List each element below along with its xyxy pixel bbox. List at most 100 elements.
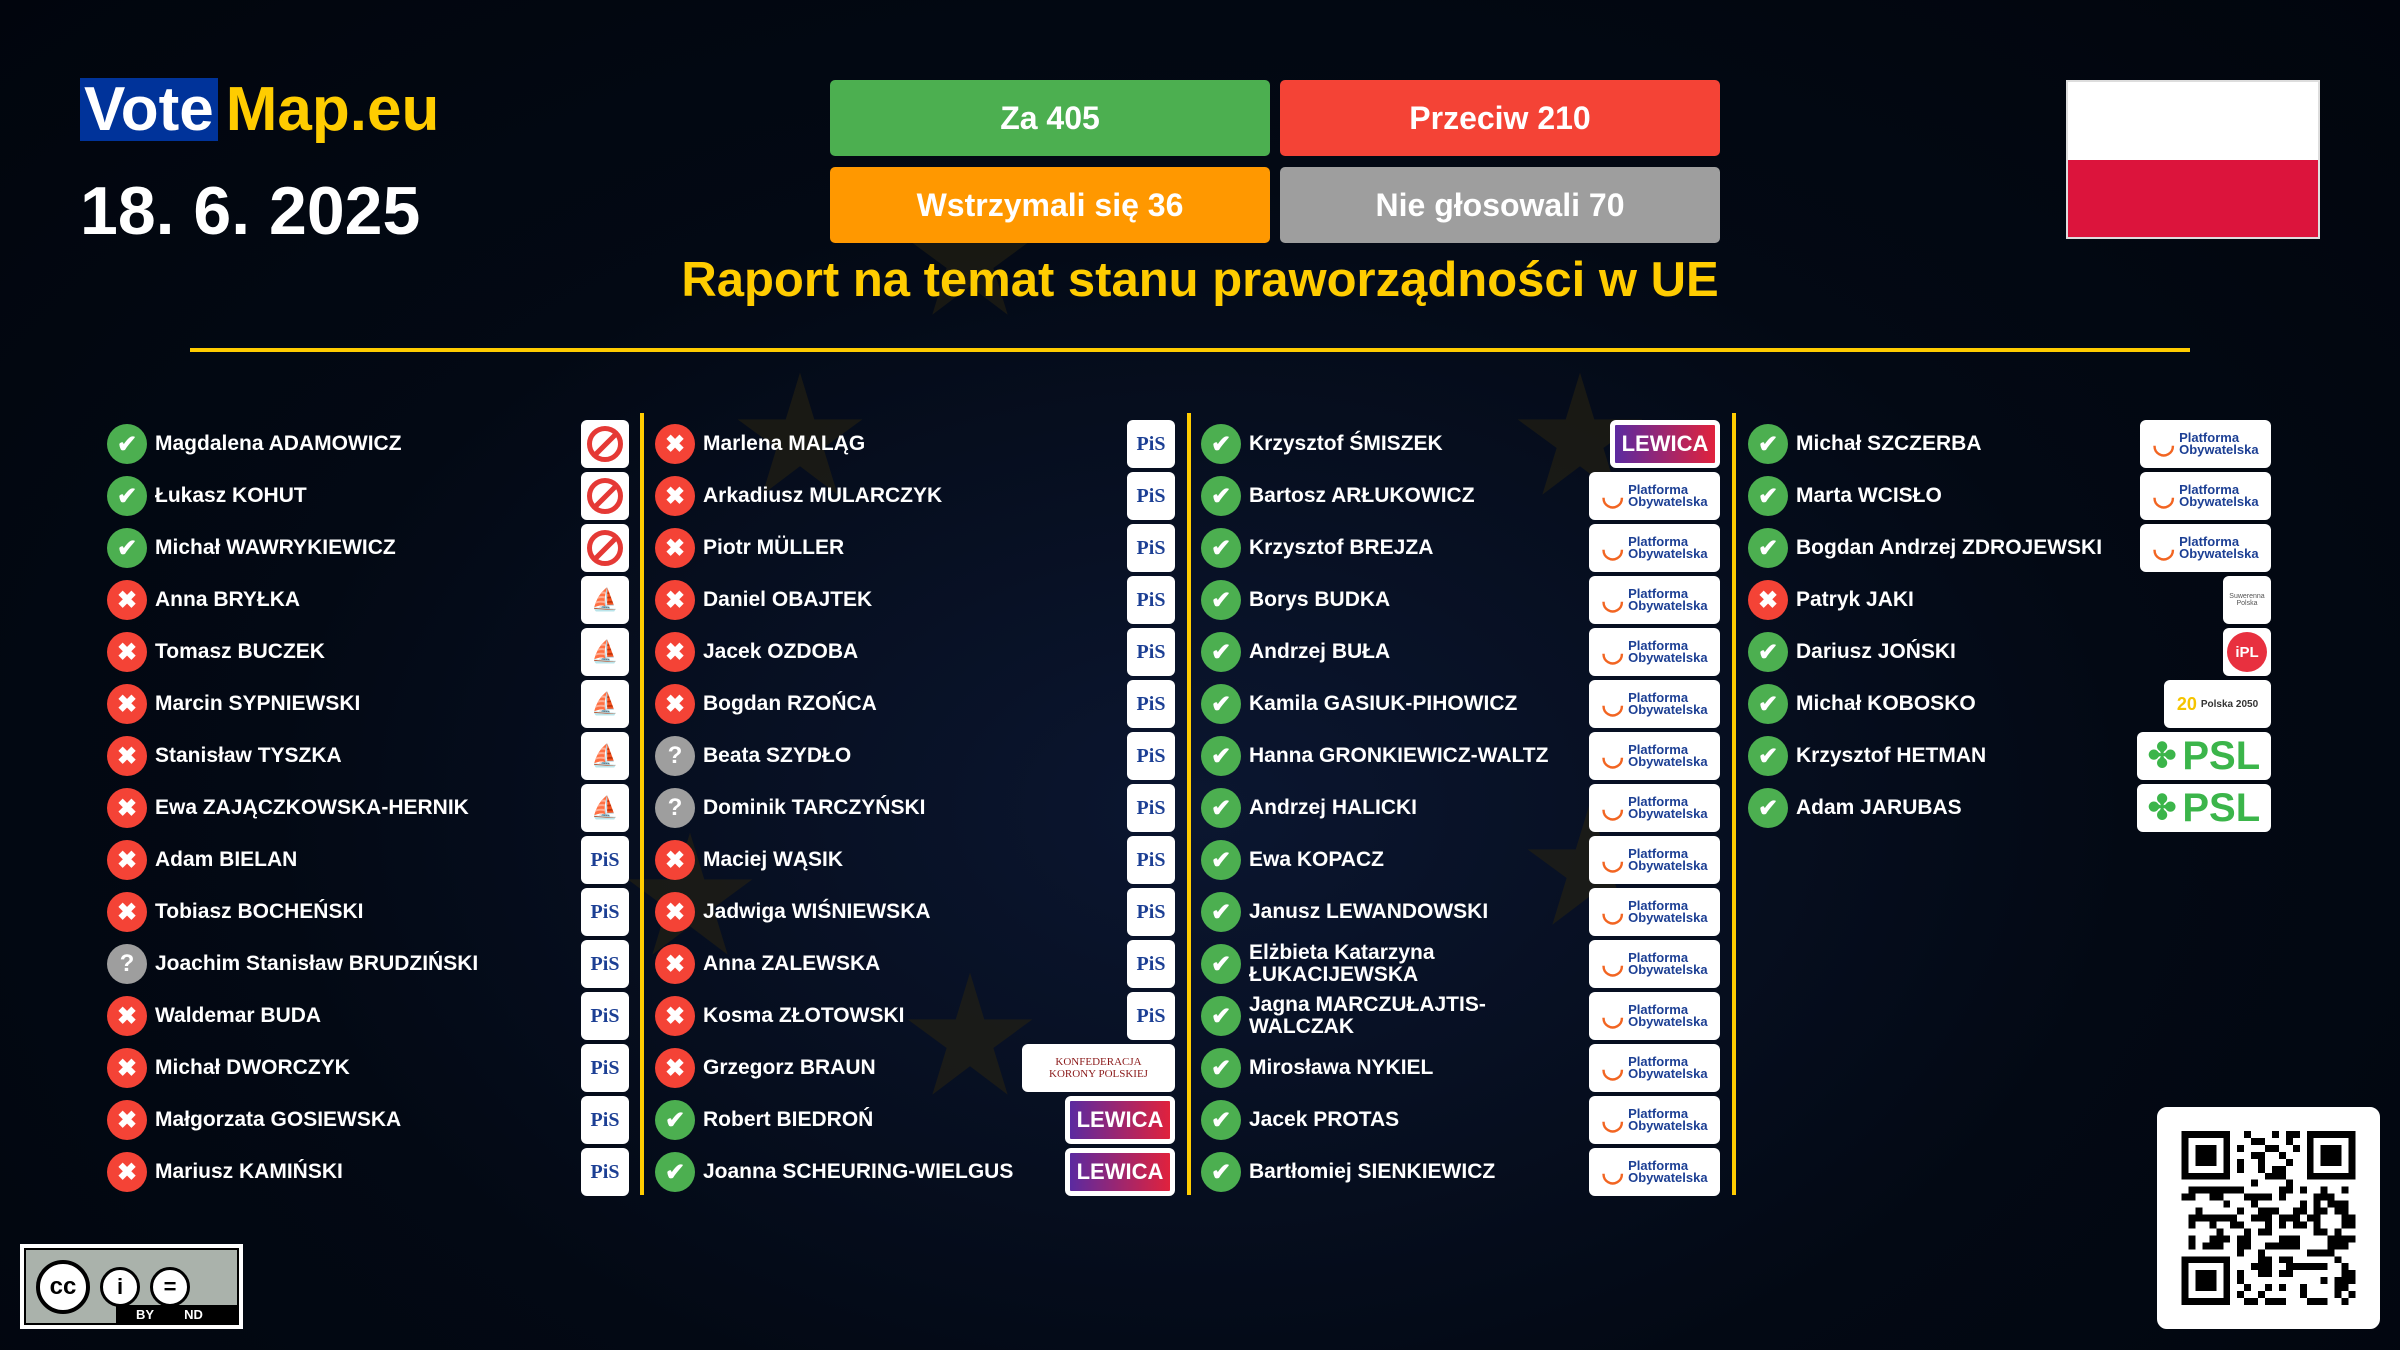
vote-against-icon: ✖	[107, 788, 147, 828]
member-row[interactable]: ✔ Andrzej BUŁA ◡ Platforma Obywatelska	[1201, 626, 1720, 678]
member-row[interactable]: ✖ Ewa ZAJĄCZKOWSKA-HERNIK ⛵	[107, 782, 629, 834]
member-row[interactable]: ✔ Marta WCISŁO ◡ Platforma Obywatelska	[1748, 470, 2271, 522]
member-column: ✖ Marlena MALĄG PiS ✖ Arkadiusz MULARCZYK PiS…	[655, 418, 1175, 1198]
party-logo-po: ◡ Platforma Obywatelska	[1589, 1044, 1720, 1092]
background-star-icon	[1515, 370, 1645, 500]
member-row[interactable]: ✖ Stanisław TYSZKA ⛵	[107, 730, 629, 782]
member-row[interactable]: ? Joachim Stanisław BRUDZIŃSKI PiS	[107, 938, 629, 990]
member-name: Michał DWORCZYK	[155, 1055, 350, 1079]
member-row[interactable]: ✖ Adam BIELAN PiS	[107, 834, 629, 886]
member-name: Robert BIEDROŃ	[703, 1107, 874, 1131]
member-row[interactable]: ✖ Grzegorz BRAUN KONFEDERACJA KORONY POLSKI…	[655, 1042, 1175, 1094]
member-row[interactable]: ✔ Michał KOBOSKO 20 Polska 2050	[1748, 678, 2271, 730]
member-row[interactable]: ? Dominik TARCZYŃSKI PiS	[655, 782, 1175, 834]
tally-for: Za 405	[830, 80, 1270, 156]
member-row[interactable]: ✔ Ewa KOPACZ ◡ Platforma Obywatelska	[1201, 834, 1720, 886]
no-entry-icon	[581, 472, 629, 520]
member-name: Joanna SCHEURING-WIELGUS	[703, 1159, 1014, 1183]
vote-against-icon: ✖	[655, 476, 695, 516]
member-row[interactable]: ✔ Andrzej HALICKI ◡ Platforma Obywatelska	[1201, 782, 1720, 834]
member-row[interactable]: ✖ Patryk JAKI Suwerenna Polska	[1748, 574, 2271, 626]
member-name: Krzysztof HETMAN	[1796, 743, 1987, 767]
member-row[interactable]: ✖ Marlena MALĄG PiS	[655, 418, 1175, 470]
column-divider	[1732, 413, 1736, 1195]
member-row[interactable]: ✖ Anna BRYŁKA ⛵	[107, 574, 629, 626]
member-row[interactable]: ✖ Anna ZALEWSKA PiS	[655, 938, 1175, 990]
member-row[interactable]: ✖ Kosma ZŁOTOWSKI PiS	[655, 990, 1175, 1042]
member-name: Dariusz JOŃSKI	[1796, 639, 1956, 663]
konfederacja-logo-icon: ⛵	[581, 628, 629, 676]
member-row[interactable]: ✔ Jacek PROTAS ◡ Platforma Obywatelska	[1201, 1094, 1720, 1146]
member-row[interactable]: ✖ Mariusz KAMIŃSKI PiS	[107, 1146, 629, 1198]
member-row[interactable]: ✔ Krzysztof HETMAN ✤ PSL	[1748, 730, 2271, 782]
member-name: Anna BRYŁKA	[155, 587, 301, 611]
member-row[interactable]: ✔ Bogdan Andrzej ZDROJEWSKI ◡ Platforma Obyw…	[1748, 522, 2271, 574]
vote-for-icon: ✔	[1201, 892, 1241, 932]
votemap-logo[interactable]: Vote Map.eu	[80, 78, 439, 141]
member-row[interactable]: ✔ Krzysztof ŚMISZEK LEWICA	[1201, 418, 1720, 470]
member-row[interactable]: ✖ Marcin SYPNIEWSKI ⛵	[107, 678, 629, 730]
vote-for-icon: ✔	[1748, 632, 1788, 672]
member-row[interactable]: ✔ Robert BIEDROŃ LEWICA	[655, 1094, 1175, 1146]
member-row[interactable]: ✖ Waldemar BUDA PiS	[107, 990, 629, 1042]
party-logo-pis: PiS	[1127, 628, 1175, 676]
member-column: ✔ Michał SZCZERBA ◡ Platforma Obywatelska ✔ Ma…	[1748, 418, 2271, 834]
member-name: Hanna GRONKIEWICZ-WALTZ	[1249, 743, 1549, 767]
cc-by-nd-license-icon[interactable]: cc i = BY ND	[20, 1244, 243, 1329]
member-row[interactable]: ✖ Daniel OBAJTEK PiS	[655, 574, 1175, 626]
member-row[interactable]: ✔ Elżbieta Katarzyna ŁUKACIJEWSKA ◡ Platfor…	[1201, 938, 1720, 990]
party-logo-pis: PiS	[1127, 836, 1175, 884]
member-row[interactable]: ✔ Adam JARUBAS ✤ PSL	[1748, 782, 2271, 834]
member-row[interactable]: ✔ Bartosz ARŁUKOWICZ ◡ Platforma Obywatelska	[1201, 470, 1720, 522]
member-row[interactable]: ✖ Arkadiusz MULARCZYK PiS	[655, 470, 1175, 522]
member-row[interactable]: ✖ Tomasz BUCZEK ⛵	[107, 626, 629, 678]
license-by: BY	[136, 1306, 155, 1322]
party-logo-po: ◡ Platforma Obywatelska	[2140, 524, 2271, 572]
member-row[interactable]: ✔ Kamila GASIUK-PIHOWICZ ◡ Platforma Obywate…	[1201, 678, 1720, 730]
member-row[interactable]: ✔ Dariusz JOŃSKI iPL	[1748, 626, 2271, 678]
member-row[interactable]: ✔ Borys BUDKA ◡ Platforma Obywatelska	[1201, 574, 1720, 626]
member-row[interactable]: ✖ Jadwiga WIŚNIEWSKA PiS	[655, 886, 1175, 938]
vote-against-icon: ✖	[107, 1100, 147, 1140]
vote-absent-icon: ?	[655, 736, 695, 776]
attribution-icon: i	[100, 1266, 140, 1307]
member-name: Grzegorz BRAUN	[703, 1055, 876, 1079]
member-row[interactable]: ✖ Michał DWORCZYK PiS	[107, 1042, 629, 1094]
member-row[interactable]: ✖ Maciej WĄSIK PiS	[655, 834, 1175, 886]
vote-against-icon: ✖	[107, 684, 147, 724]
member-row[interactable]: ? Beata SZYDŁO PiS	[655, 730, 1175, 782]
member-row[interactable]: ✔ Łukasz KOHUT	[107, 470, 629, 522]
member-row[interactable]: ✔ Jagna MARCZUŁAJTIS-WALCZAK ◡ Platforma Oby…	[1201, 990, 1720, 1042]
member-row[interactable]: ✔ Magdalena ADAMOWICZ	[107, 418, 629, 470]
member-name: Tomasz BUCZEK	[155, 639, 325, 663]
vote-for-icon: ✔	[1201, 840, 1241, 880]
member-name: Krzysztof BREJZA	[1249, 535, 1434, 559]
member-row[interactable]: ✖ Małgorzata GOSIEWSKA PiS	[107, 1094, 629, 1146]
member-row[interactable]: ✔ Michał SZCZERBA ◡ Platforma Obywatelska	[1748, 418, 2271, 470]
member-row[interactable]: ✔ Janusz LEWANDOWSKI ◡ Platforma Obywatelska	[1201, 886, 1720, 938]
qr-code-icon[interactable]	[2157, 1107, 2380, 1329]
konfederacja-logo-icon: ⛵	[581, 784, 629, 832]
party-logo-po: ◡ Platforma Obywatelska	[1589, 1148, 1720, 1196]
party-logo-po: ◡ Platforma Obywatelska	[1589, 732, 1720, 780]
member-row[interactable]: ✖ Bogdan RZOŃCA PiS	[655, 678, 1175, 730]
member-row[interactable]: ✔ Hanna GRONKIEWICZ-WALTZ ◡ Platforma Obywat…	[1201, 730, 1720, 782]
member-name: Patryk JAKI	[1796, 587, 1914, 611]
party-logo-pis: PiS	[581, 940, 629, 988]
member-name: Bartosz ARŁUKOWICZ	[1249, 483, 1475, 507]
member-column: ✔ Magdalena ADAMOWICZ ✔ Łukasz KOHUT ✔ Michał…	[107, 418, 629, 1198]
member-row[interactable]: ✔ Michał WAWRYKIEWICZ	[107, 522, 629, 574]
member-row[interactable]: ✖ Tobiasz BOCHEŃSKI PiS	[107, 886, 629, 938]
member-row[interactable]: ✔ Joanna SCHEURING-WIELGUS LEWICA	[655, 1146, 1175, 1198]
member-row[interactable]: ✖ Jacek OZDOBA PiS	[655, 626, 1175, 678]
member-name: Arkadiusz MULARCZYK	[703, 483, 943, 507]
member-row[interactable]: ✔ Mirosława NYKIEL ◡ Platforma Obywatelska	[1201, 1042, 1720, 1094]
member-row[interactable]: ✖ Piotr MÜLLER PiS	[655, 522, 1175, 574]
vote-for-icon: ✔	[1201, 944, 1241, 984]
member-row[interactable]: ✔ Bartłomiej SIENKIEWICZ ◡ Platforma Obywate…	[1201, 1146, 1720, 1198]
logo-map: Map.eu	[225, 74, 440, 144]
vote-against-icon: ✖	[107, 840, 147, 880]
member-row[interactable]: ✔ Krzysztof BREJZA ◡ Platforma Obywatelska	[1201, 522, 1720, 574]
member-name: Kosma ZŁOTOWSKI	[703, 1003, 905, 1027]
party-logo-pis: PiS	[1127, 940, 1175, 988]
